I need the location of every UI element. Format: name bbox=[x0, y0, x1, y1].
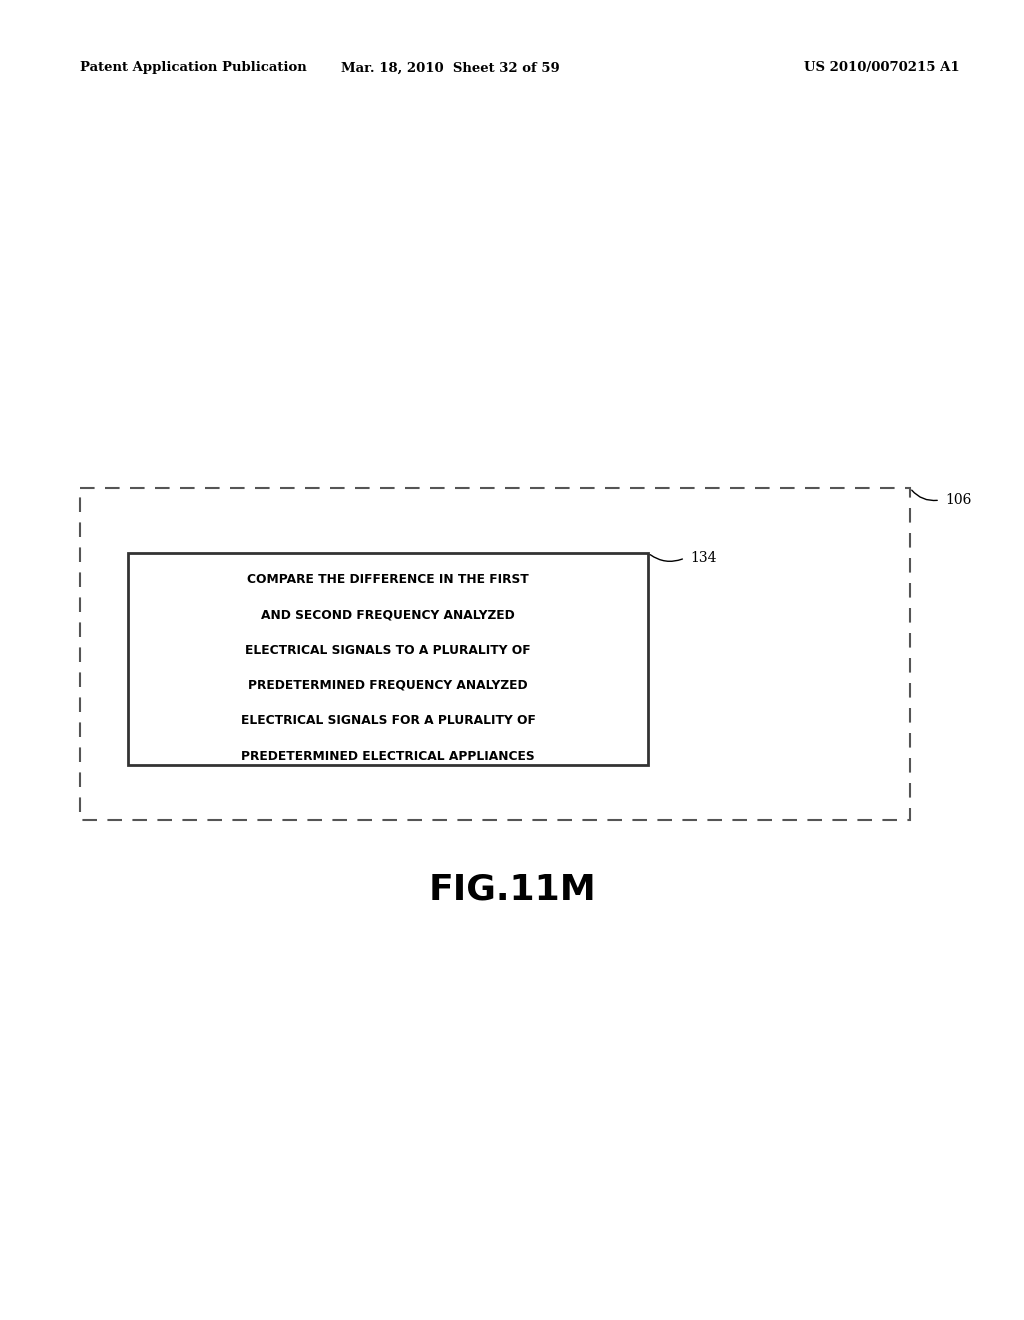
Text: AND SECOND FREQUENCY ANALYZED: AND SECOND FREQUENCY ANALYZED bbox=[261, 609, 515, 622]
Text: PREDETERMINED FREQUENCY ANALYZED: PREDETERMINED FREQUENCY ANALYZED bbox=[248, 678, 527, 692]
Text: ELECTRICAL SIGNALS TO A PLURALITY OF: ELECTRICAL SIGNALS TO A PLURALITY OF bbox=[245, 644, 530, 656]
Text: ELECTRICAL SIGNALS FOR A PLURALITY OF: ELECTRICAL SIGNALS FOR A PLURALITY OF bbox=[241, 714, 536, 727]
Text: FIG.11M: FIG.11M bbox=[428, 873, 596, 907]
Text: Patent Application Publication: Patent Application Publication bbox=[80, 62, 307, 74]
Text: 134: 134 bbox=[690, 550, 717, 565]
Text: 106: 106 bbox=[945, 492, 972, 507]
Text: PREDETERMINED ELECTRICAL APPLIANCES: PREDETERMINED ELECTRICAL APPLIANCES bbox=[242, 750, 535, 763]
Text: COMPARE THE DIFFERENCE IN THE FIRST: COMPARE THE DIFFERENCE IN THE FIRST bbox=[247, 573, 528, 586]
Text: Mar. 18, 2010  Sheet 32 of 59: Mar. 18, 2010 Sheet 32 of 59 bbox=[341, 62, 559, 74]
Text: US 2010/0070215 A1: US 2010/0070215 A1 bbox=[805, 62, 961, 74]
Bar bbox=[80, 488, 910, 820]
Bar bbox=[128, 553, 648, 766]
